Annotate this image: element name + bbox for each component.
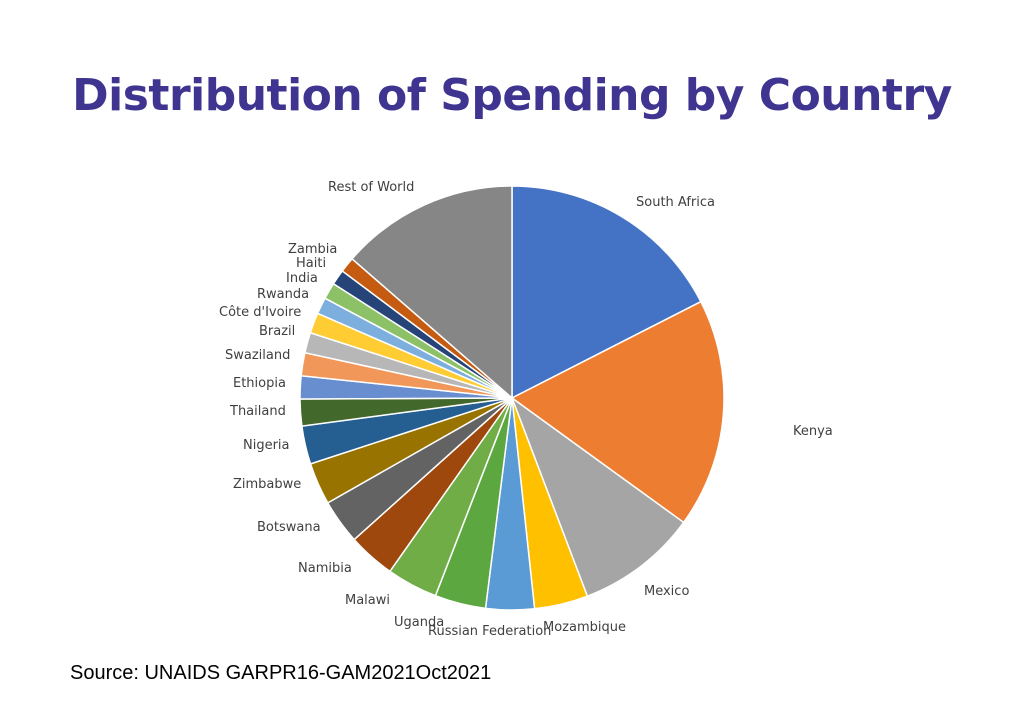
slice-label-haiti: Haiti [296,256,326,271]
slice-label-malawi: Malawi [345,593,390,608]
slice-label-brazil: Brazil [259,324,295,339]
slice-label-zimbabwe: Zimbabwe [233,477,301,492]
source-note: Source: UNAIDS GARPR16-GAM2021Oct2021 [70,662,492,684]
pie-slice-south-africa [511,185,702,400]
slice-label-swaziland: Swaziland [225,348,290,363]
slice-label-nigeria: Nigeria [243,438,290,453]
slice-label-russian-federation: Russian Federation [428,624,551,639]
slice-label-namibia: Namibia [298,561,352,576]
slice-label-mozambique: Mozambique [543,620,626,635]
slice-label-zambia: Zambia [288,242,337,257]
slice-label-rwanda: Rwanda [257,287,309,302]
slice-label-south-africa: South Africa [636,195,715,210]
pie-slice-kenya [510,300,725,524]
slice-label-uganda: Uganda [394,615,444,630]
slice-label-rest-of-world: Rest of World [328,180,414,195]
slice-label-ethiopia: Ethiopia [233,376,286,391]
slice-label-c-te-d-ivoire: Côte d'Ivoire [219,305,301,320]
slice-labels: South Africa Kenya Mexico MozambiqueRussian… [219,180,833,639]
chart-title: Distribution of Spending by Country [72,70,952,121]
slice-label-botswana: Botswana [257,520,321,535]
slice-label-mexico: Mexico [644,584,689,599]
pie-slices [299,185,725,611]
pie-slice-rest-of-world [350,185,513,400]
pie-slice-mexico [510,395,685,598]
slice-label-kenya: Kenya [793,424,833,439]
slice-label-thailand: Thailand [229,404,286,419]
slice-label-india: India [286,271,318,286]
